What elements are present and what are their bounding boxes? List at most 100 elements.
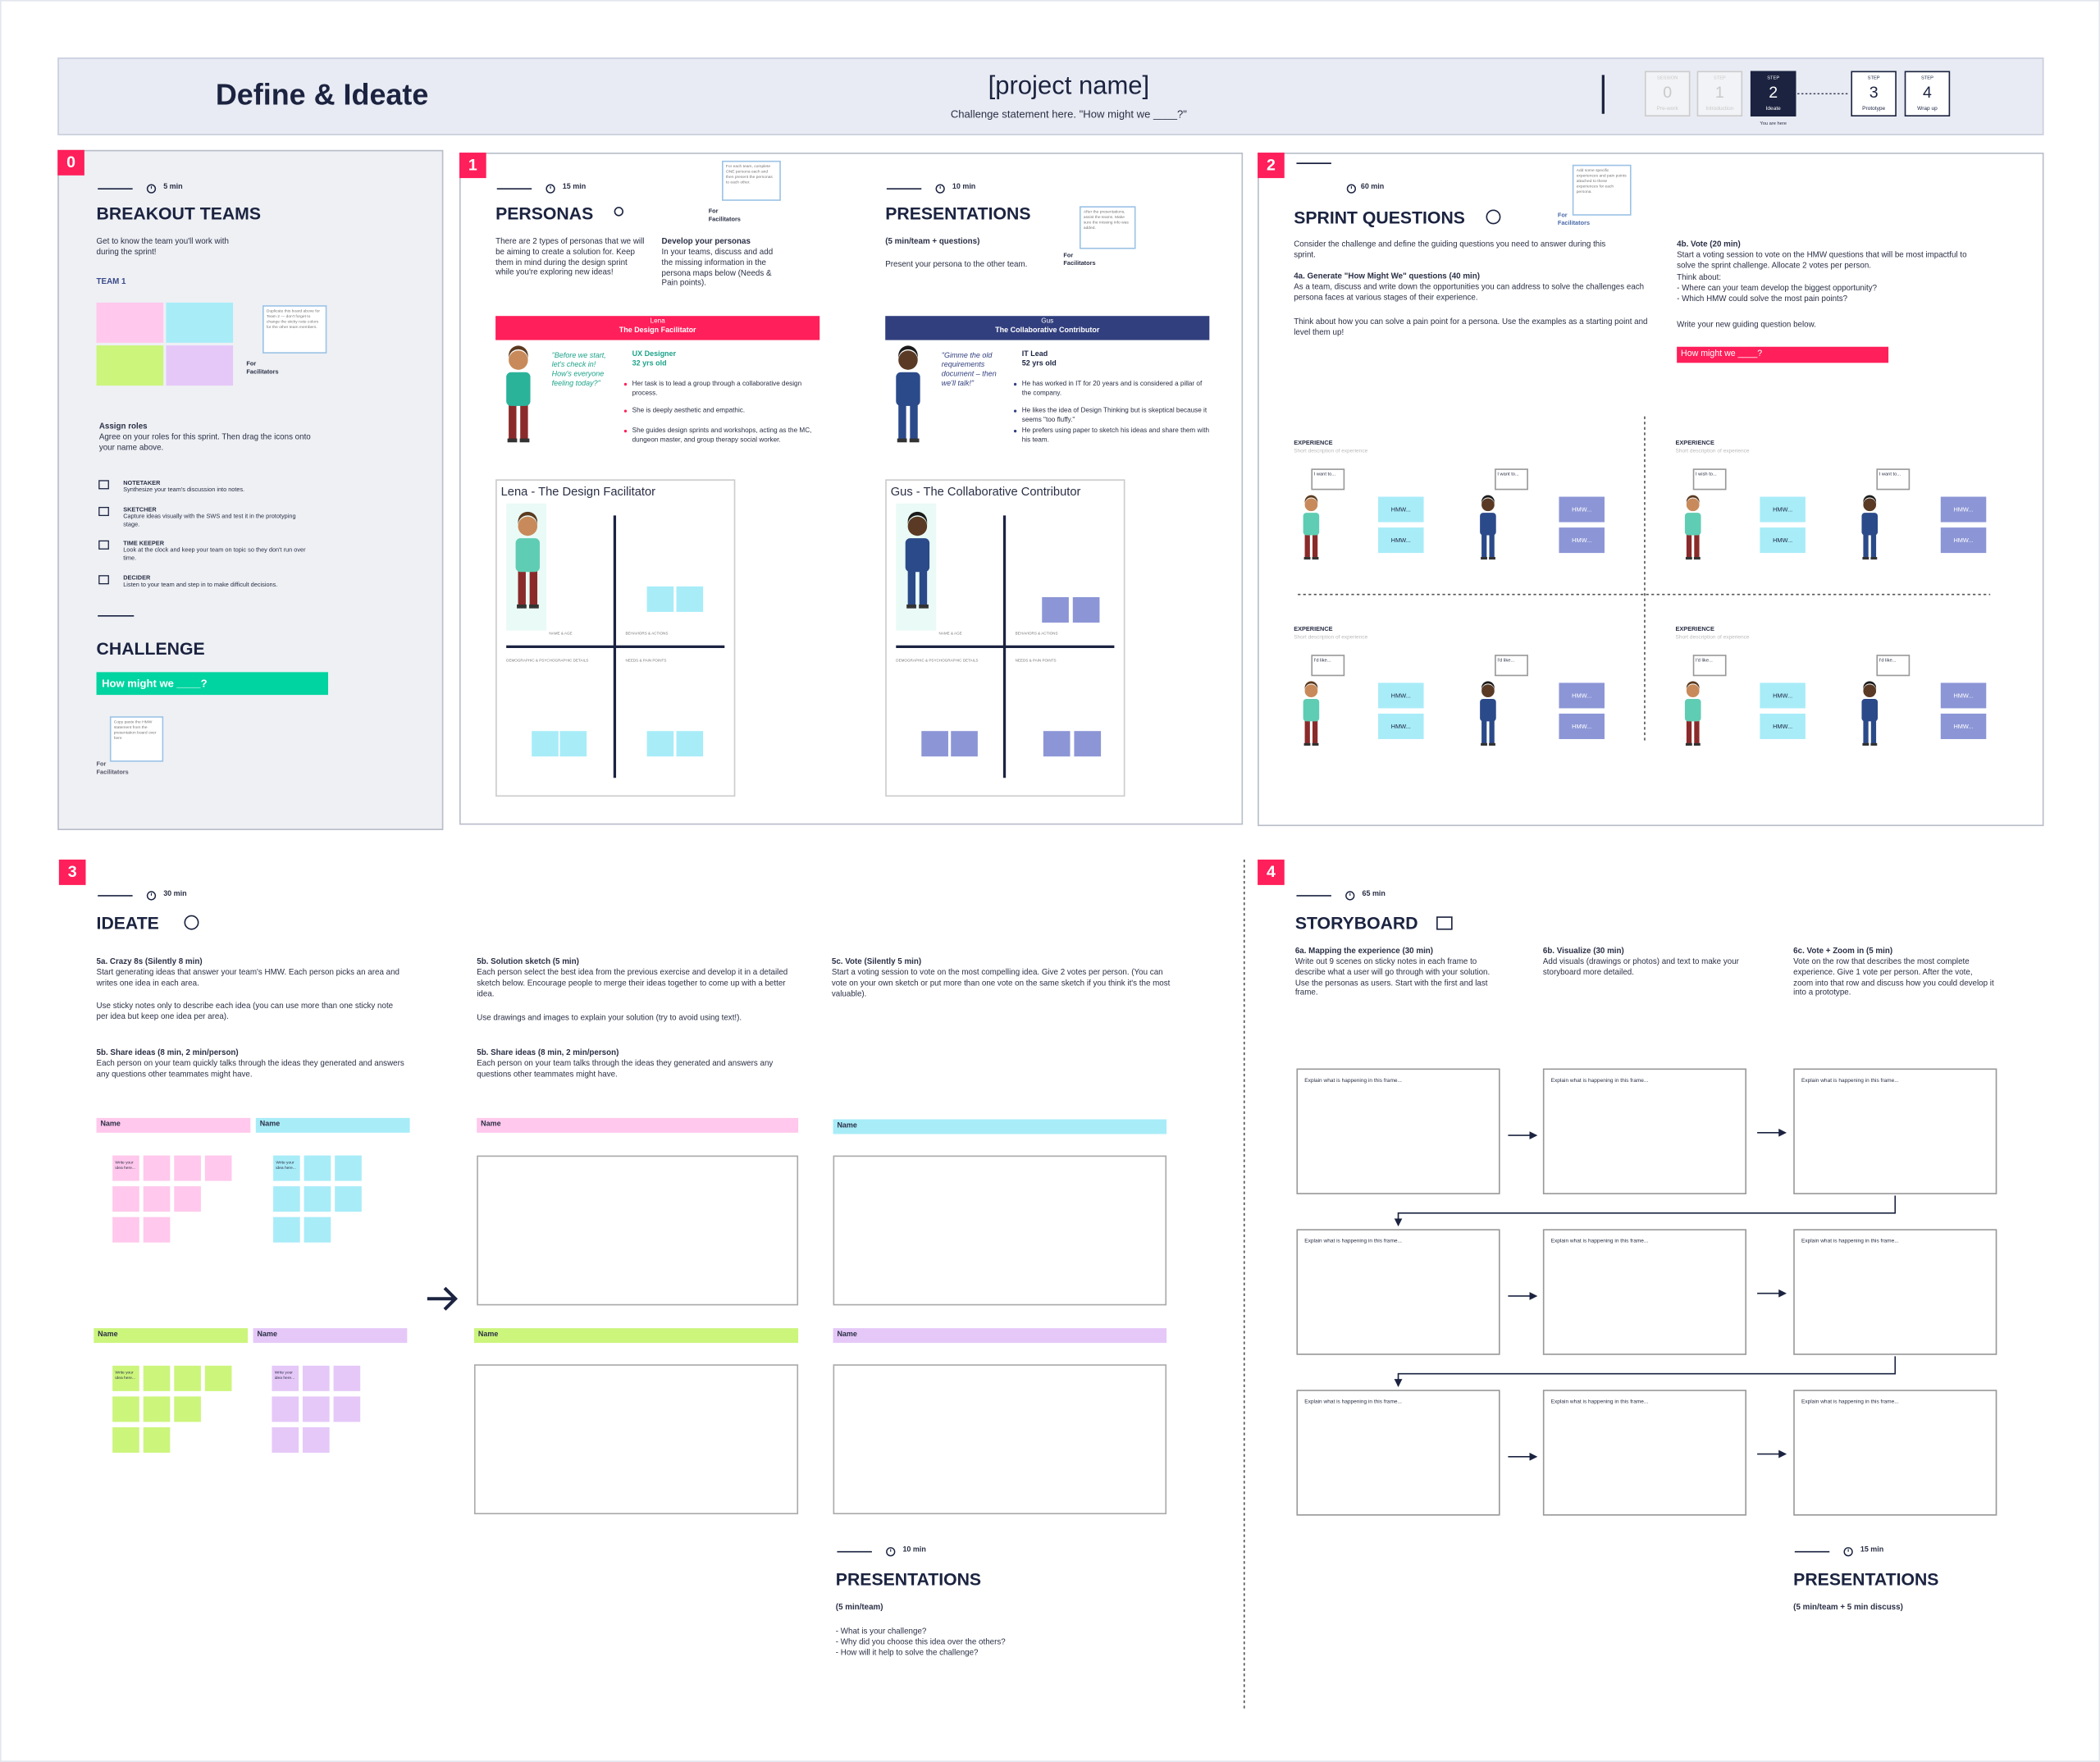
name-bar[interactable]: [473, 1328, 799, 1344]
challenge-title: CHALLENGE: [96, 638, 205, 660]
sketch-area[interactable]: [477, 1155, 799, 1306]
team-sticky[interactable]: [96, 345, 164, 386]
storyboard-frame[interactable]: [1793, 1068, 1997, 1194]
sticky-note[interactable]: [1072, 596, 1100, 623]
sticky-note[interactable]: [272, 1365, 299, 1391]
sticky-note[interactable]: [143, 1217, 171, 1243]
sticky-note[interactable]: [204, 1365, 232, 1391]
hmw-sticky[interactable]: [1378, 713, 1424, 739]
sticky-note[interactable]: [112, 1365, 139, 1391]
step-button[interactable]: [1750, 71, 1796, 117]
storyboard-frame[interactable]: [1296, 1068, 1500, 1194]
sticky-note[interactable]: [335, 1186, 362, 1212]
hmw-sticky[interactable]: [1760, 682, 1806, 709]
sticky-note[interactable]: [951, 731, 978, 757]
sticky-note[interactable]: [204, 1155, 232, 1181]
sticky-note[interactable]: [273, 1217, 300, 1243]
sticky-note[interactable]: [335, 1155, 362, 1181]
sticky-note[interactable]: [646, 586, 674, 612]
sticky-note[interactable]: [112, 1426, 139, 1453]
sticky-note[interactable]: [676, 731, 704, 757]
name-bar[interactable]: [833, 1119, 1167, 1134]
sticky-note[interactable]: [273, 1155, 300, 1181]
name-bar[interactable]: [255, 1117, 410, 1133]
sticky-note[interactable]: [112, 1186, 139, 1212]
sticky-note[interactable]: [143, 1426, 171, 1453]
sticky-note[interactable]: [302, 1365, 330, 1391]
hmw-sticky[interactable]: [1559, 713, 1605, 739]
hmw-sticky[interactable]: [1760, 713, 1806, 739]
sticky-note[interactable]: [302, 1396, 330, 1422]
storyboard-frame[interactable]: [1542, 1068, 1747, 1194]
sticky-note[interactable]: [112, 1396, 139, 1422]
sticky-note[interactable]: [143, 1365, 171, 1391]
step-button[interactable]: [1696, 71, 1743, 117]
sticky-note[interactable]: [302, 1426, 330, 1453]
storyboard-frame[interactable]: [1793, 1229, 1997, 1355]
hmw-sticky[interactable]: [1760, 496, 1806, 523]
step-button[interactable]: [1904, 71, 1951, 117]
sticky-note[interactable]: [273, 1186, 300, 1212]
hmw-sticky[interactable]: [1378, 496, 1424, 523]
storyboard-frame[interactable]: [1542, 1390, 1747, 1516]
sticky-note[interactable]: [646, 731, 674, 757]
hmw-label: HMW...: [1390, 692, 1411, 700]
sticky-note[interactable]: [304, 1217, 331, 1243]
sketch-area[interactable]: [833, 1364, 1167, 1515]
sticky-note[interactable]: [174, 1365, 201, 1391]
sketch-area[interactable]: [833, 1155, 1167, 1306]
sticky-note[interactable]: [272, 1396, 299, 1422]
sticky-note[interactable]: [143, 1186, 171, 1212]
hmw-sticky[interactable]: [1378, 682, 1424, 709]
hmw-sticky[interactable]: [1559, 527, 1605, 554]
sticky-note[interactable]: [304, 1155, 331, 1181]
sketch-area[interactable]: [473, 1364, 799, 1515]
name-bar[interactable]: [94, 1328, 249, 1344]
sticky-note[interactable]: [532, 731, 559, 757]
hmw-sticky[interactable]: [1559, 496, 1605, 523]
sticky-note[interactable]: [1043, 731, 1071, 757]
speech-bubble: [1495, 468, 1528, 491]
sticky-note[interactable]: [174, 1396, 201, 1422]
sticky-note[interactable]: [1074, 731, 1102, 757]
step-button[interactable]: [1644, 71, 1691, 117]
sticky-note[interactable]: [333, 1396, 361, 1422]
hmw-box[interactable]: [1677, 346, 1889, 363]
storyboard-frame[interactable]: [1296, 1390, 1500, 1516]
hmw-sticky[interactable]: [1760, 527, 1806, 554]
hmw-sticky[interactable]: [1378, 527, 1424, 554]
hmw-sticky[interactable]: [1940, 682, 1987, 709]
bubble-text: I'd like...: [1879, 657, 1897, 663]
hmw-sticky[interactable]: [1559, 682, 1605, 709]
hmw-sticky[interactable]: [1940, 713, 1987, 739]
name-bar[interactable]: [253, 1328, 408, 1344]
sticky-note[interactable]: [143, 1155, 171, 1181]
storyboard-frame[interactable]: [1296, 1229, 1500, 1355]
sticky-note[interactable]: [1042, 596, 1069, 623]
team-sticky[interactable]: [96, 302, 164, 343]
storyboard-frame[interactable]: [1793, 1390, 1997, 1516]
step-button[interactable]: [1851, 71, 1897, 117]
sticky-note[interactable]: [676, 586, 704, 612]
frame-prompt: Explain what is happening in this frame.…: [1304, 1398, 1402, 1405]
body: Think about how you can solve a pain poi…: [1294, 318, 1648, 337]
name-bar[interactable]: [96, 1117, 251, 1133]
sticky-note[interactable]: [174, 1155, 201, 1181]
sticky-note[interactable]: [333, 1365, 361, 1391]
sticky-note[interactable]: [143, 1396, 171, 1422]
sticky-note[interactable]: [921, 731, 948, 757]
sticky-note[interactable]: [559, 731, 587, 757]
name-bar[interactable]: [477, 1117, 799, 1133]
sticky-note[interactable]: [272, 1426, 299, 1453]
name-bar[interactable]: [833, 1328, 1167, 1344]
sticky-note[interactable]: [304, 1186, 331, 1212]
storyboard-frame[interactable]: [1542, 1229, 1747, 1355]
sticky-note[interactable]: [112, 1155, 139, 1181]
hmw-sticky[interactable]: [1940, 496, 1987, 523]
sticky-note[interactable]: [112, 1217, 139, 1243]
team-sticky[interactable]: [166, 345, 234, 386]
team-sticky[interactable]: [166, 302, 234, 343]
hmw-sticky[interactable]: [1940, 527, 1987, 554]
sticky-note[interactable]: [174, 1186, 201, 1212]
challenge-box[interactable]: [96, 672, 329, 696]
